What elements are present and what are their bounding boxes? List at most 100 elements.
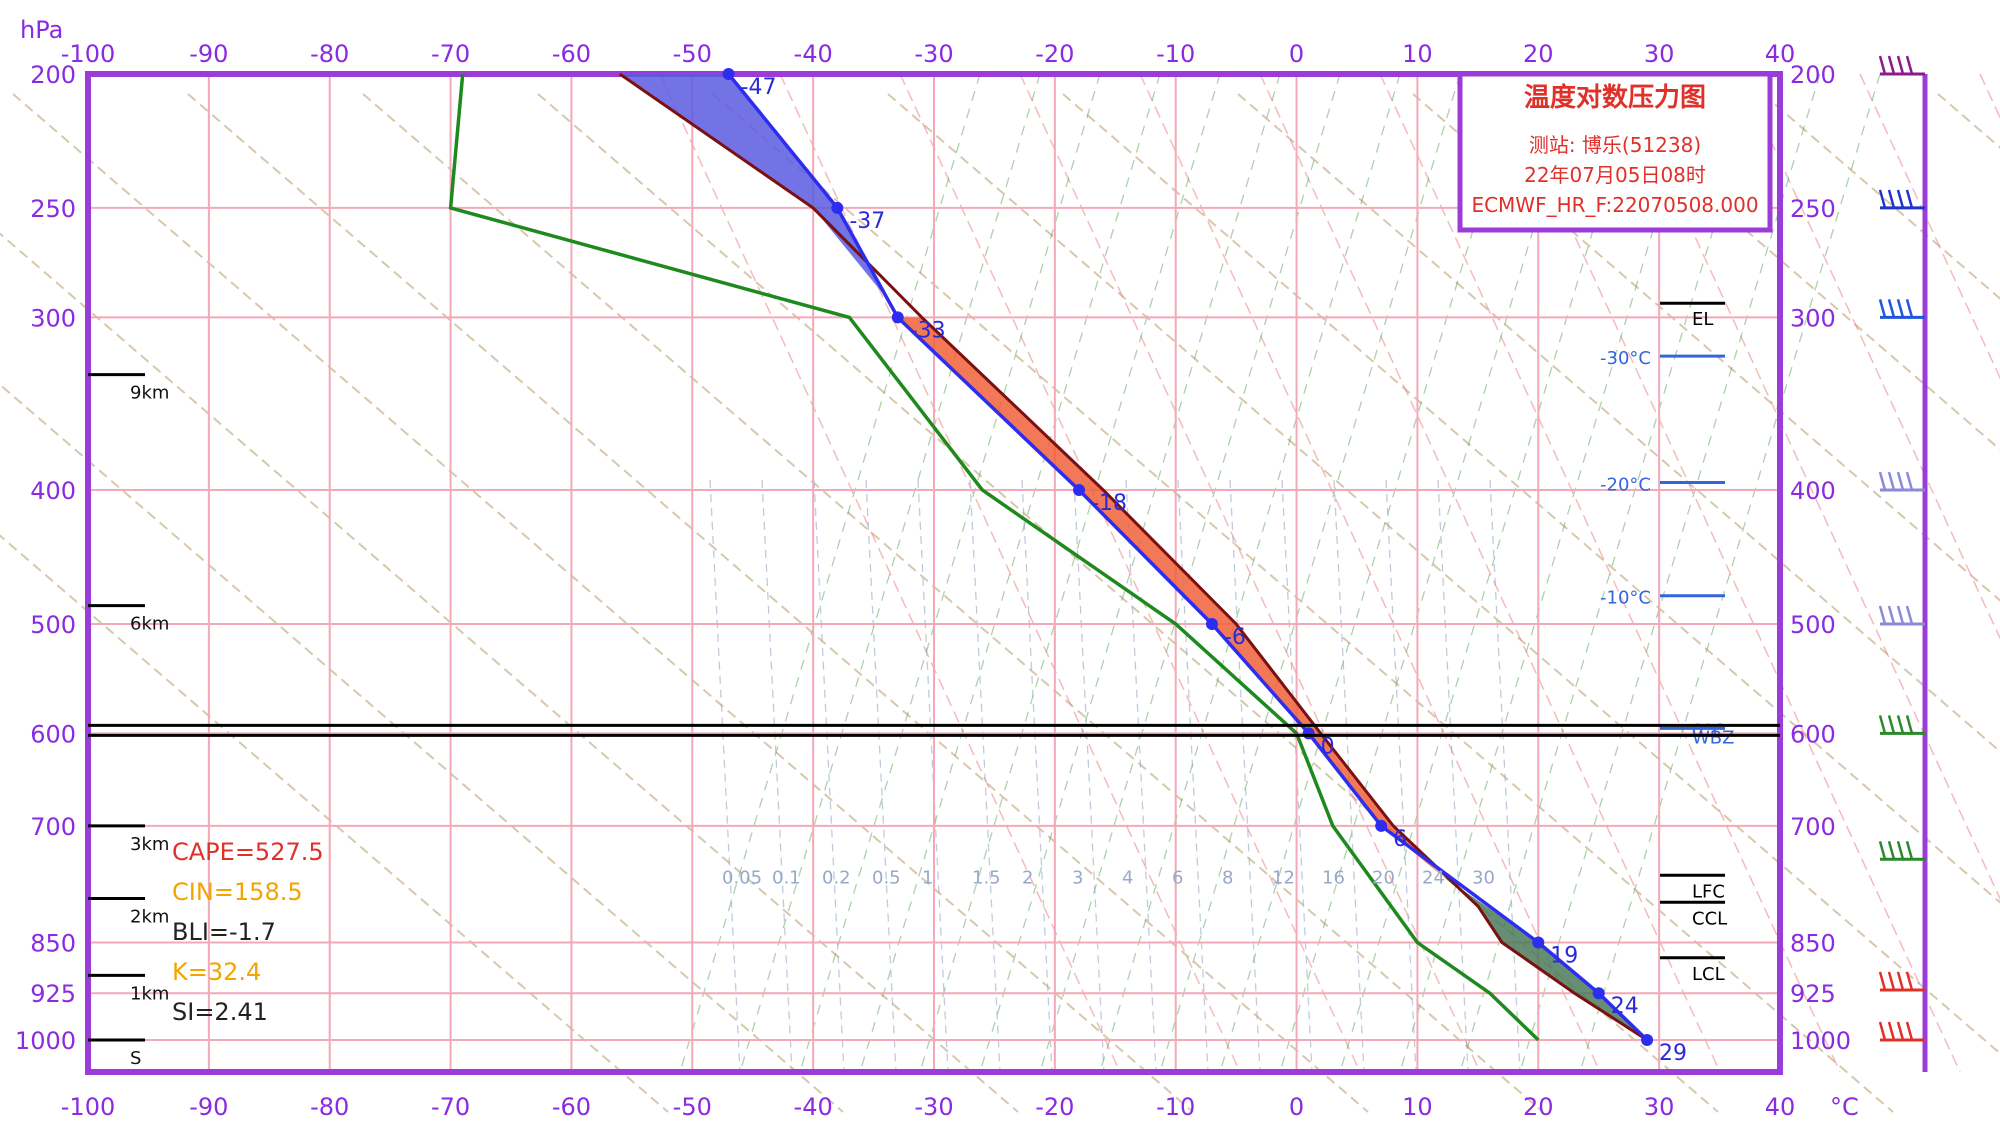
x-tick-label-top: -30 xyxy=(914,40,953,68)
moist-adiabat-line xyxy=(1459,73,1761,1073)
y-tick-label-right: 250 xyxy=(1790,195,1836,223)
mixing-ratio-label: 8 xyxy=(1222,867,1233,888)
dry-adiabat-line xyxy=(1062,93,2000,904)
temperature-point-label: 0 xyxy=(1321,734,1335,759)
temperature-point xyxy=(1592,987,1605,1000)
dry-adiabat-line xyxy=(0,383,844,1113)
wind-barb-feather xyxy=(1878,715,1887,734)
x-tick-label-top: 40 xyxy=(1765,40,1796,68)
x-tick-label-top: -100 xyxy=(61,40,115,68)
height-label: S xyxy=(130,1048,141,1069)
wind-barb-feather xyxy=(1896,605,1905,625)
y-tick-label-right: 300 xyxy=(1790,304,1836,332)
x-tick-label-bottom: -60 xyxy=(552,1093,591,1121)
dry-adiabat-line xyxy=(887,93,2000,1055)
wind-barb-feather xyxy=(1905,299,1914,318)
wind-barb-feather xyxy=(1896,971,1905,991)
wind-barb-feather xyxy=(1887,55,1896,75)
level-label: -20°C xyxy=(1600,474,1651,495)
x-tick-label-top: -70 xyxy=(431,40,470,68)
wind-barb xyxy=(1878,55,1925,76)
y-tick-label-left: 700 xyxy=(30,813,76,841)
mixing-ratio-line xyxy=(1437,479,1469,1073)
wind-barb-feather xyxy=(1905,971,1914,991)
temperature-curve xyxy=(727,72,1649,1042)
curves xyxy=(448,68,1654,1046)
saturated-adiabat-line xyxy=(1979,73,2000,120)
wind-barb xyxy=(1878,605,1925,626)
level-label: CCL xyxy=(1692,908,1727,929)
wind-barb xyxy=(1878,840,1925,861)
wind-barb xyxy=(1878,299,1925,319)
datetime-label: 22年07月05日08时 xyxy=(1524,163,1706,187)
moist-adiabat-line xyxy=(1579,73,1881,1073)
wind-barb-feather xyxy=(1887,715,1896,734)
y-tick-label-right: 500 xyxy=(1790,611,1836,639)
mixing-ratio-label: 0.5 xyxy=(872,867,901,888)
wind-barb-feather xyxy=(1878,971,1887,991)
level-label: -30°C xyxy=(1600,348,1651,369)
wind-barb-feather xyxy=(1878,189,1887,209)
wind-barb-feather xyxy=(1887,471,1896,491)
temperature-point xyxy=(1302,727,1315,740)
x-tick-label-top: -90 xyxy=(189,40,228,68)
wind-barb-feather xyxy=(1896,840,1905,860)
saturated-adiabat-line xyxy=(1739,73,2000,640)
moist-adiabat-line xyxy=(1519,73,1821,1073)
temperature-point xyxy=(1375,819,1388,832)
wind-barb xyxy=(1878,1021,1925,1042)
level-label: WBZ xyxy=(1692,727,1734,748)
background-lines xyxy=(0,73,2000,1113)
x-tick-label-top: -50 xyxy=(673,40,712,68)
saturated-adiabat-line xyxy=(1499,73,1961,1073)
y-tick-label-left: 200 xyxy=(30,61,76,89)
dry-adiabat-line xyxy=(1412,93,2000,602)
moist-adiabat-line xyxy=(1219,73,1521,1073)
dry-adiabat-line xyxy=(1937,93,2000,149)
level-label: EL xyxy=(1692,309,1713,330)
mixing-ratio-label: 2 xyxy=(1022,867,1033,888)
mixing-ratio-label: 6 xyxy=(1172,867,1183,888)
y-tick-label-left: 500 xyxy=(30,611,76,639)
dry-adiabat-line xyxy=(1762,93,2000,300)
mixing-ratio-label: 20 xyxy=(1372,867,1395,888)
wind-barb xyxy=(1878,189,1925,210)
x-tick-label-top: 0 xyxy=(1289,40,1304,68)
wind-barb-feather xyxy=(1905,1021,1914,1041)
y-tick-label-right: 400 xyxy=(1790,477,1836,505)
saturated-adiabat-line xyxy=(1379,73,1841,1073)
moist-adiabat-line xyxy=(1399,73,1701,1073)
model-label: ECMWF_HR_F:22070508.000 xyxy=(1471,193,1758,217)
height-label: 9km xyxy=(130,383,169,404)
temperature-point-label: 29 xyxy=(1659,1041,1687,1066)
saturated-adiabat-line xyxy=(1259,73,1721,1073)
y-tick-label-left: 250 xyxy=(30,195,76,223)
wind-barb-feather xyxy=(1878,840,1887,860)
x-tick-label-bottom: 20 xyxy=(1523,1093,1554,1121)
mixing-ratio-line xyxy=(1489,479,1521,1073)
y-tick-label-left: 925 xyxy=(30,980,76,1008)
moist-adiabat-line xyxy=(739,73,1041,1073)
y-tick-label-right: 1000 xyxy=(1790,1027,1851,1055)
x-tick-label-top: -10 xyxy=(1156,40,1195,68)
saturated-adiabat-line xyxy=(1619,73,2000,901)
mixing-ratio-line xyxy=(1229,479,1261,1073)
dewpoint-curve xyxy=(448,73,1540,1042)
labels: -100-100-90-90-80-80-70-70-60-60-50-50-4… xyxy=(15,40,1925,1121)
wind-barb xyxy=(1878,971,1925,992)
temperature-point-label: -33 xyxy=(910,318,946,343)
x-tick-label-bottom: -70 xyxy=(431,1093,470,1121)
mixing-ratio-line xyxy=(1073,479,1105,1073)
saturated-adiabat-line xyxy=(659,73,1121,1073)
x-tick-label-bottom: -20 xyxy=(1035,1093,1074,1121)
x-tick-label-bottom: -10 xyxy=(1156,1093,1195,1121)
y-tick-label-right: 600 xyxy=(1790,720,1836,748)
x-tick-label-bottom: 10 xyxy=(1402,1093,1433,1121)
x-tick-label-top: 10 xyxy=(1402,40,1433,68)
wind-barb-feather xyxy=(1896,1021,1905,1041)
wind-barb-feather xyxy=(1905,715,1914,734)
y-tick-label-right: 700 xyxy=(1790,813,1836,841)
plot-border xyxy=(85,71,1783,1075)
mixing-ratio-label: 16 xyxy=(1322,867,1345,888)
x-unit-label: °C xyxy=(1830,1093,1859,1121)
